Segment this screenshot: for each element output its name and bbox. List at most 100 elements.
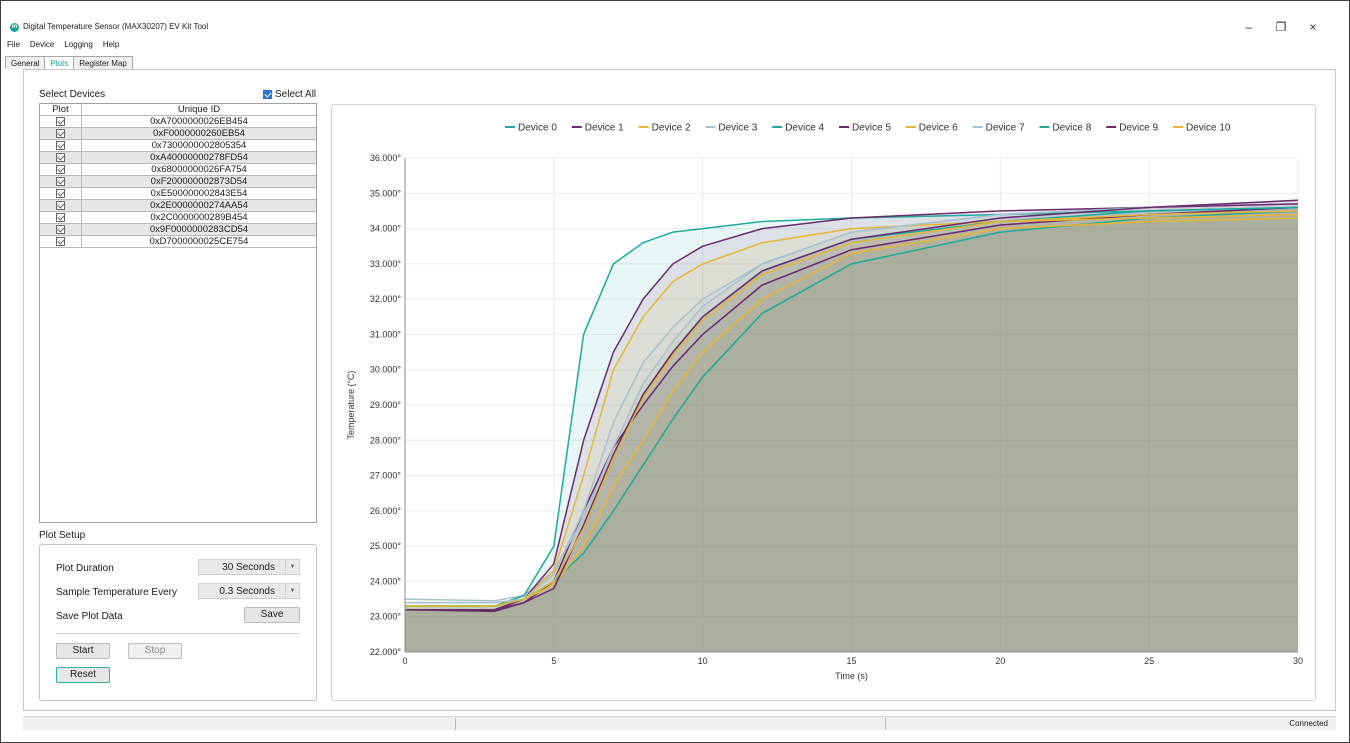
x-tick-label: 20 — [995, 656, 1005, 666]
unique-id-cell: 0xF0000000260EB54 — [153, 128, 245, 139]
plot-duration-label: Plot Duration — [56, 563, 114, 574]
table-body: 0xA7000000026EB454 0xF0000000260EB54 0x730… — [40, 116, 316, 248]
status-divider — [885, 718, 886, 730]
save-plot-data-label: Save Plot Data — [56, 611, 123, 622]
table-row[interactable]: 0xE500000002843E54 — [40, 188, 316, 200]
tab-strip: General Plots Register Map — [5, 56, 133, 70]
y-tick-label: 35.000° — [370, 188, 402, 198]
plot-checkbox[interactable] — [56, 213, 65, 222]
y-tick-label: 33.000° — [370, 259, 402, 269]
plot-cell — [40, 152, 82, 163]
start-button[interactable]: Start — [56, 643, 110, 659]
legend-label-4: Device 4 — [785, 123, 824, 134]
stop-button[interactable]: Stop — [128, 643, 182, 659]
tab-register-map[interactable]: Register Map — [73, 56, 133, 69]
plot-checkbox[interactable] — [56, 177, 65, 186]
legend-label-2: Device 2 — [652, 123, 691, 134]
menu-device[interactable]: Device — [29, 40, 55, 49]
restore-button[interactable]: ❐ — [1275, 20, 1287, 34]
plot-cell — [40, 212, 82, 223]
sample-interval-select[interactable]: 0.3 Seconds ▼ — [198, 583, 300, 599]
table-row[interactable]: 0xA7000000026EB454 — [40, 116, 316, 128]
menu-help[interactable]: Help — [102, 40, 120, 49]
plot-checkbox[interactable] — [56, 117, 65, 126]
table-row[interactable]: 0x2E0000000274AA54 — [40, 200, 316, 212]
plot-cell — [40, 116, 82, 127]
unique-id-cell: 0xE500000002843E54 — [150, 188, 248, 199]
y-tick-label: 30.000° — [370, 365, 402, 375]
plot-checkbox[interactable] — [56, 201, 65, 210]
y-axis-label: Temperature (°C) — [346, 370, 356, 439]
save-button[interactable]: Save — [244, 607, 300, 623]
plot-cell — [40, 140, 82, 151]
y-tick-label: 28.000° — [370, 435, 402, 445]
chevron-down-icon: ▼ — [285, 584, 299, 598]
x-tick-label: 30 — [1293, 656, 1303, 666]
series-area-5 — [405, 203, 1298, 652]
x-axis-label: Time (s) — [835, 671, 868, 681]
series-area-1 — [405, 207, 1298, 652]
table-row[interactable]: 0x9F0000000283CD54 — [40, 224, 316, 236]
status-divider — [455, 718, 456, 730]
close-button[interactable]: × — [1309, 20, 1317, 34]
legend-label-6: Device 6 — [919, 123, 958, 134]
x-tick-label: 10 — [698, 656, 708, 666]
unique-id-cell: 0x7300000002805354 — [151, 140, 247, 151]
plot-checkbox[interactable] — [56, 153, 65, 162]
table-row[interactable]: 0xD7000000025CE754 — [40, 236, 316, 248]
plot-setup-title: Plot Setup — [39, 530, 86, 541]
tab-general[interactable]: General — [5, 56, 46, 69]
series-area-8 — [405, 207, 1298, 652]
plot-duration-value: 30 Seconds — [222, 562, 275, 573]
status-bar: Connected — [23, 716, 1336, 730]
select-all-checkbox[interactable]: Select All — [263, 89, 316, 100]
reset-button[interactable]: Reset — [56, 667, 110, 683]
y-tick-label: 25.000° — [370, 541, 402, 551]
app-logo-icon: m — [10, 23, 19, 32]
x-tick-label: 15 — [846, 656, 856, 666]
table-row[interactable]: 0x7300000002805354 — [40, 140, 316, 152]
window-title: Digital Temperature Sensor (MAX30207) EV… — [23, 22, 209, 31]
plot-cell — [40, 236, 82, 247]
unique-id-cell: 0xD7000000025CE754 — [149, 236, 249, 247]
title-bar: m Digital Temperature Sensor (MAX30207) … — [1, 1, 1349, 37]
select-all-label: Select All — [275, 89, 317, 100]
table-header: Plot Unique ID — [40, 104, 316, 116]
y-tick-label: 22.000° — [370, 647, 402, 657]
checkbox-checked-icon[interactable] — [263, 90, 272, 99]
menu-logging[interactable]: Logging — [64, 40, 93, 49]
table-row[interactable]: 0xF200000002873D54 — [40, 176, 316, 188]
plot-cell — [40, 128, 82, 139]
series-line-10 — [405, 210, 1299, 607]
plot-checkbox[interactable] — [56, 129, 65, 138]
plot-checkbox[interactable] — [56, 165, 65, 174]
plot-cell — [40, 188, 82, 199]
unique-id-cell: 0xA40000000278FD54 — [150, 152, 248, 163]
table-row[interactable]: 0xA40000000278FD54 — [40, 152, 316, 164]
plot-checkbox[interactable] — [56, 225, 65, 234]
legend-label-7: Device 7 — [986, 123, 1025, 134]
plot-cell — [40, 164, 82, 175]
menu-file[interactable]: File — [7, 40, 20, 49]
unique-id-cell: 0x68000000026FA754 — [151, 164, 247, 175]
column-header-unique-id: Unique ID — [177, 104, 221, 115]
plot-duration-select[interactable]: 30 Seconds ▼ — [198, 559, 300, 575]
minimize-button[interactable]: – — [1245, 20, 1253, 34]
plot-checkbox[interactable] — [56, 189, 65, 198]
series-area-2 — [405, 218, 1298, 652]
table-row[interactable]: 0x2C0000000289B454 — [40, 212, 316, 224]
tab-plots[interactable]: Plots — [44, 56, 75, 70]
chart-panel: 22.000° 23.000° 24.000° 25.000° 26.000° 27.00… — [331, 104, 1316, 701]
y-tick-label: 34.000° — [370, 224, 402, 234]
table-row[interactable]: 0xF0000000260EB54 — [40, 128, 316, 140]
temperature-chart: 22.000° 23.000° 24.000° 25.000° 26.000° 27.00… — [346, 123, 1303, 682]
y-tick-label: 36.000° — [370, 153, 402, 163]
legend-label-1: Device 1 — [585, 123, 624, 134]
plot-checkbox[interactable] — [56, 237, 65, 246]
select-devices-title: Select Devices — [39, 89, 106, 100]
series-line-5 — [405, 203, 1299, 611]
column-header-plot: Plot — [40, 104, 82, 115]
table-row[interactable]: 0x68000000026FA754 — [40, 164, 316, 176]
x-tick-label: 5 — [551, 656, 556, 666]
plot-checkbox[interactable] — [56, 141, 65, 150]
